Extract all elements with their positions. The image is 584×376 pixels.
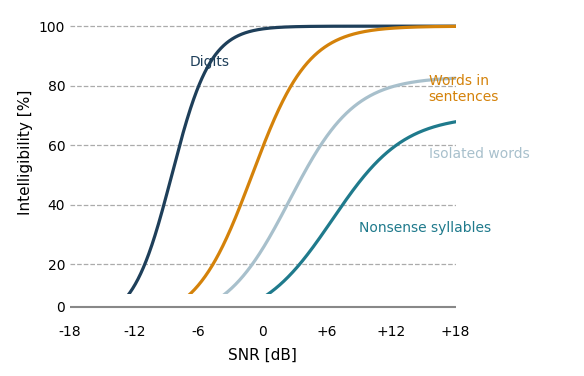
Text: Digits: Digits xyxy=(190,55,230,69)
Text: Isolated words: Isolated words xyxy=(429,147,530,161)
Text: Nonsense syllables: Nonsense syllables xyxy=(359,221,491,235)
Y-axis label: Intelligibility [%]: Intelligibility [%] xyxy=(18,90,33,215)
Text: Words in
sentences: Words in sentences xyxy=(429,74,499,104)
X-axis label: SNR [dB]: SNR [dB] xyxy=(228,347,297,362)
